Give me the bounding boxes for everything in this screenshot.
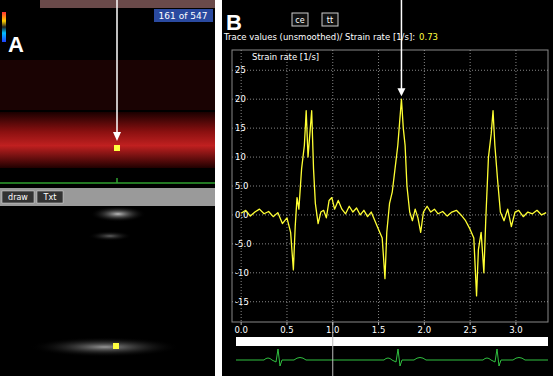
grid-line <box>515 50 516 322</box>
bmode-echo <box>90 206 146 222</box>
y-tick-label: -10 <box>235 268 249 278</box>
panel-label: B <box>226 10 242 35</box>
tool-label[interactable]: tt <box>327 16 333 25</box>
sample-marker <box>114 145 120 151</box>
panel-label: A <box>8 32 24 57</box>
sample-marker <box>113 343 119 349</box>
frame-counter: 161 of 547 <box>159 11 208 21</box>
figure: 161 of 547 Adraw Txt ce tt Trace values (unsm… <box>0 0 553 376</box>
ecg-trace <box>236 349 548 366</box>
x-tick-label: 2.5 <box>463 325 477 335</box>
x-tick-label: 0.5 <box>280 325 294 335</box>
grid-line <box>286 50 287 322</box>
grid-line <box>232 301 548 302</box>
y-tick-label: -15 <box>235 297 249 307</box>
x-tick-label: 1.5 <box>372 325 386 335</box>
toolbar <box>0 188 215 206</box>
grid-line <box>378 50 379 322</box>
doppler-band <box>0 112 215 168</box>
grid-line <box>232 128 548 129</box>
button[interactable] <box>2 191 34 203</box>
button-label[interactable]: draw <box>8 193 28 202</box>
button-label[interactable]: Txt <box>43 193 57 202</box>
grid-line <box>232 157 548 158</box>
annotation-arrow <box>401 0 403 91</box>
probe-strip <box>40 0 215 8</box>
x-tick-label: 2.0 <box>418 325 432 335</box>
tool-button[interactable] <box>322 13 338 26</box>
y-tick-label: 5.0 <box>235 181 249 191</box>
title: Trace values (unsmoothed)/ Strain rate [… <box>223 32 415 42</box>
doppler-faint <box>0 60 215 110</box>
grid-line <box>424 50 425 322</box>
panel-b-bg <box>222 0 553 376</box>
bmode-echo <box>88 231 132 241</box>
y-tick-label: -5.0 <box>235 239 252 249</box>
y-tick-label: 20 <box>235 94 246 104</box>
grid-line <box>470 50 471 322</box>
color-scale <box>2 12 6 42</box>
cursor-line <box>332 322 333 376</box>
button[interactable] <box>37 191 63 203</box>
arrow-head <box>397 88 405 96</box>
panel-a-bg <box>0 0 215 376</box>
grid-line <box>232 272 548 273</box>
y-axis-label: Strain rate [1/s] <box>252 52 319 62</box>
arrow-head <box>113 132 121 141</box>
grid-line <box>232 70 548 71</box>
ecg-bar <box>236 337 548 346</box>
strain-rate-trace <box>241 99 546 296</box>
x-tick-label: 3.0 <box>509 325 523 335</box>
grid-line <box>232 243 548 244</box>
y-tick-label: 10 <box>235 152 246 162</box>
bmode-echo <box>30 337 180 357</box>
tool-label[interactable]: ce <box>295 16 304 25</box>
timeline <box>0 182 215 184</box>
arrow <box>116 0 118 138</box>
frame-counter-box <box>154 9 213 22</box>
x-tick-label: 0.0 <box>234 325 248 335</box>
grid-line <box>232 99 548 100</box>
grid-line <box>332 50 333 322</box>
tool-button[interactable] <box>292 13 308 26</box>
grid-line <box>232 186 548 187</box>
y-tick-label: 15 <box>235 123 246 133</box>
current-value: 0.73 <box>419 32 438 42</box>
grid-line <box>241 50 242 322</box>
y-tick-label: 25 <box>235 65 246 75</box>
timeline-tick <box>116 178 118 183</box>
plot-area <box>241 99 546 296</box>
plot-frame <box>232 50 548 322</box>
